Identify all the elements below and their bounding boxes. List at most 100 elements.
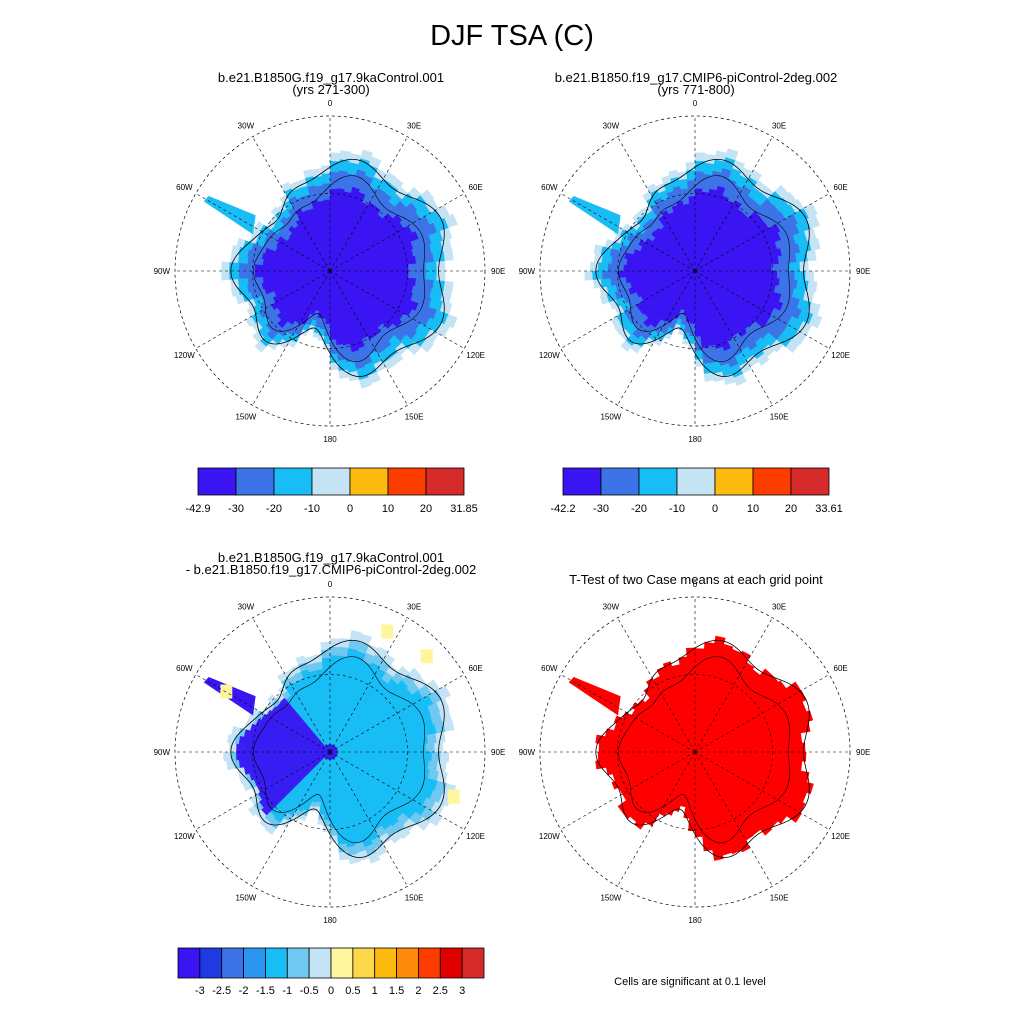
meridian-lon_120e <box>329 751 465 830</box>
colorbar-swatch <box>752 467 792 496</box>
colorbar-tick-label: 3 <box>459 985 466 997</box>
colorbar-tick-label: -10 <box>304 503 320 515</box>
lon-label: 0 <box>328 99 333 108</box>
meridian-lon_30e <box>694 617 773 753</box>
lon-label: 60E <box>834 664 848 673</box>
meridian-lon_150w <box>617 751 696 887</box>
meridian-lon_60w <box>560 674 696 753</box>
colorbar-tick-label: -2 <box>238 985 249 997</box>
map-panel-3: 0 30E 60E 90E 120E 150E 180 150W 120W 90W 60W 30W <box>154 580 506 925</box>
colorbar-tick-label: 31.85 <box>450 503 478 515</box>
colorbar-swatch <box>374 947 397 979</box>
diff-positive-cell <box>381 624 394 639</box>
map-boundary <box>539 596 851 908</box>
colorbar-case1 <box>197 467 465 496</box>
colorbar-tick-label: 0 <box>711 503 719 515</box>
ice-shelf-line <box>617 175 790 363</box>
meridian-lon_60w <box>195 193 331 272</box>
lon-label: 150W <box>600 413 621 422</box>
latitude-circle <box>252 193 408 349</box>
significant-region <box>595 635 814 861</box>
colorbar-swatch <box>352 947 376 979</box>
lon-label: 60E <box>469 664 483 673</box>
meridian-lon_120w <box>560 270 696 349</box>
colorbar-case2 <box>562 467 830 496</box>
colorbar-tick-label: -3 <box>194 985 205 997</box>
lon-label: 150W <box>235 894 256 903</box>
colorbar-swatch <box>425 467 465 496</box>
lon-label: 150W <box>600 894 621 903</box>
panel4-title: T-Test of two Case means at each grid po… <box>486 573 906 586</box>
peninsula-region <box>203 196 256 235</box>
diff-positive-cell <box>420 649 433 664</box>
colorbar-swatch <box>676 467 716 496</box>
colorbar-swatch <box>439 947 463 979</box>
lon-label: 150W <box>235 413 256 422</box>
panel2-title-line2: (yrs 771-800) <box>657 82 735 97</box>
colorbar-swatch <box>199 947 223 979</box>
lon-label: 60W <box>541 664 558 673</box>
lon-label: 120W <box>539 351 560 360</box>
meridian-lon_150w <box>252 270 331 406</box>
ice-shelf-line <box>252 175 425 363</box>
coldest-region <box>618 185 784 351</box>
lon-label: 60E <box>469 183 483 192</box>
lon-label: 30W <box>238 121 255 130</box>
ice-shelf-line <box>252 656 425 844</box>
lon-label: 120W <box>539 832 560 841</box>
meridian-lon_30w <box>252 617 331 753</box>
colorbar-swatch <box>330 947 354 979</box>
lon-label: 120E <box>831 351 850 360</box>
colorbar-swatch <box>243 947 266 979</box>
meridian-lon_150w <box>617 270 696 406</box>
latitude-circle <box>617 193 773 349</box>
coastline <box>595 640 810 858</box>
colorbar-swatch <box>235 467 275 496</box>
panel3-title-line2: - b.e21.B1850.f19_g17.CMIP6-piControl-2d… <box>185 562 477 577</box>
colorbar-swatch <box>387 467 427 496</box>
map-boundary <box>174 596 486 908</box>
colorbar-swatch <box>265 947 288 979</box>
colorbar-swatch <box>177 947 201 979</box>
diff-positive-cell <box>220 684 233 699</box>
coastline <box>595 159 810 377</box>
colorbar-diff <box>177 947 485 979</box>
meridian-lon_60e <box>329 193 465 272</box>
colorbar-swatch <box>311 467 351 496</box>
lon-label: 150E <box>405 413 424 422</box>
lon-label: 150E <box>770 413 789 422</box>
colorbar-tick-label: -20 <box>631 503 647 515</box>
colorbar-swatch <box>714 467 754 496</box>
colorbar-tick-label: -1.5 <box>255 985 275 997</box>
lon-label: 60W <box>176 183 193 192</box>
ice-shelf-line <box>617 656 790 844</box>
panel1-title: b.e21.B1850G.f19_g17.9kaControl.001 (yrs… <box>121 71 541 96</box>
colorbar-tick-label: 20 <box>419 503 433 515</box>
lon-label: 180 <box>323 916 337 925</box>
lon-label: 0 <box>693 580 698 589</box>
meridian-lon_150e <box>694 270 773 406</box>
meridian-lon_120e <box>694 270 830 349</box>
colorbar-swatch <box>273 467 313 496</box>
map-panel-1: 0 30E 60E 90E 120E 150E 180 150W 120W 90W 60W 30W <box>154 99 506 444</box>
colorbar-tick-label: -30 <box>593 503 609 515</box>
lon-label: 0 <box>693 99 698 108</box>
map-boundary <box>539 115 851 427</box>
lon-label: 30E <box>407 121 421 130</box>
diff-positive-cell <box>447 789 460 804</box>
meridian-lon_30w <box>252 136 331 272</box>
map-boundary <box>174 115 486 427</box>
colorbar-tick-label: 1 <box>371 985 378 997</box>
lon-label: 150E <box>770 894 789 903</box>
lon-label: 60E <box>834 183 848 192</box>
lon-label: 180 <box>323 435 337 444</box>
lon-label: 60W <box>541 183 558 192</box>
colorbar-tick-label: -42.2 <box>550 503 576 515</box>
meridian-lon_60e <box>694 674 830 753</box>
colorbar-tick-label: 2.5 <box>432 985 448 997</box>
meridian-lon_60w <box>195 674 331 753</box>
colorbar-swatch <box>396 947 419 979</box>
meridian-lon_60e <box>329 674 465 753</box>
meridian-lon_60w <box>560 193 696 272</box>
colorbar-tick-label: 10 <box>381 503 395 515</box>
